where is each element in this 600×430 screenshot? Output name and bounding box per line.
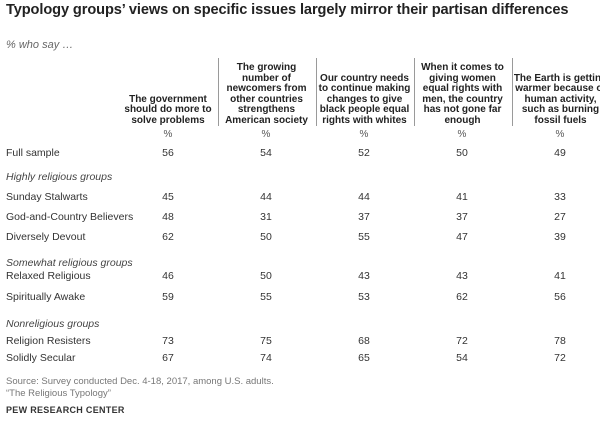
row-label: Solidly Secular <box>6 352 76 364</box>
table-cell: 55 <box>260 291 272 303</box>
table-cell: 27 <box>554 211 566 223</box>
table-cell: 33 <box>554 191 566 203</box>
table-cell: 41 <box>456 191 468 203</box>
table-cell: 74 <box>260 352 272 364</box>
footer-brand: PEW RESEARCH CENTER <box>6 405 125 415</box>
group-label: Highly religious groups <box>6 171 113 183</box>
column-header-label: The growing number of newcomers from oth… <box>225 62 308 126</box>
table-cell: 65 <box>358 352 370 364</box>
row-label: Sunday Stalwarts <box>6 191 88 203</box>
table-cell: 72 <box>554 352 566 364</box>
table-cell: 52 <box>358 147 370 159</box>
table-cell: 56 <box>162 147 174 159</box>
table-cell: 47 <box>456 231 468 243</box>
group-label: Somewhat religious groups <box>6 257 133 269</box>
table-cell: 37 <box>456 211 468 223</box>
table-cell: 49 <box>554 147 566 159</box>
table-cell: 78 <box>554 335 566 347</box>
row-label: Spiritually Awake <box>6 291 86 303</box>
table-cell: 75 <box>260 335 272 347</box>
column-unit: % <box>359 129 369 140</box>
source-line: Source: Survey conducted Dec. 4-18, 2017… <box>6 376 274 387</box>
row-label-full-sample: Full sample <box>6 147 60 159</box>
column-header: When it comes to giving women equal righ… <box>414 58 510 126</box>
table-cell: 59 <box>162 291 174 303</box>
table-cell: 45 <box>162 191 174 203</box>
table-cell: 31 <box>260 211 272 223</box>
table-cell: 55 <box>358 231 370 243</box>
table-cell: 68 <box>358 335 370 347</box>
column-header-label: Our country needs to continue making cha… <box>318 72 411 126</box>
chart-subtitle: % who say … <box>6 39 74 51</box>
table-cell: 53 <box>358 291 370 303</box>
column-header: The government should do more to solve p… <box>120 58 216 126</box>
table-cell: 50 <box>456 147 468 159</box>
column-header-label: The government should do more to solve p… <box>124 93 212 126</box>
table-cell: 54 <box>260 147 272 159</box>
table-cell: 50 <box>260 270 272 282</box>
source-report-name: “The Religious Typology” <box>6 387 111 399</box>
chart-title: Typology groups’ views on specific issue… <box>6 2 569 18</box>
column-unit: % <box>457 129 467 140</box>
row-label: Diversely Devout <box>6 231 86 243</box>
column-header-label: When it comes to giving women equal righ… <box>421 62 504 126</box>
table-cell: 54 <box>456 352 468 364</box>
table-cell: 62 <box>162 231 174 243</box>
table-cell: 62 <box>456 291 468 303</box>
table-cell: 48 <box>162 211 174 223</box>
table-cell: 72 <box>456 335 468 347</box>
column-header: The Earth is getting warmer because of h… <box>512 58 600 126</box>
table-cell: 37 <box>358 211 370 223</box>
table-cell: 44 <box>358 191 370 203</box>
column-unit: % <box>163 129 173 140</box>
table-cell: 43 <box>456 270 468 282</box>
table-cell: 39 <box>554 231 566 243</box>
table-cell: 50 <box>260 231 272 243</box>
column-unit: % <box>261 129 271 140</box>
column-header: Our country needs to continue making cha… <box>316 58 412 126</box>
group-label: Nonreligious groups <box>6 318 100 330</box>
source-note: Source: Survey conducted Dec. 4-18, 2017… <box>6 376 274 399</box>
table-cell: 43 <box>358 270 370 282</box>
table-cell: 46 <box>162 270 174 282</box>
table-cell: 44 <box>260 191 272 203</box>
table-cell: 67 <box>162 352 174 364</box>
table-cell: 73 <box>162 335 174 347</box>
row-label: God-and-Country Believers <box>6 211 134 223</box>
column-header: The growing number of newcomers from oth… <box>218 58 314 126</box>
column-header-label: The Earth is getting warmer because of h… <box>513 72 600 126</box>
row-label: Religion Resisters <box>6 335 91 347</box>
table-cell: 56 <box>554 291 566 303</box>
table-cell: 41 <box>554 270 566 282</box>
column-unit: % <box>555 129 565 140</box>
row-label: Relaxed Religious <box>6 270 91 282</box>
